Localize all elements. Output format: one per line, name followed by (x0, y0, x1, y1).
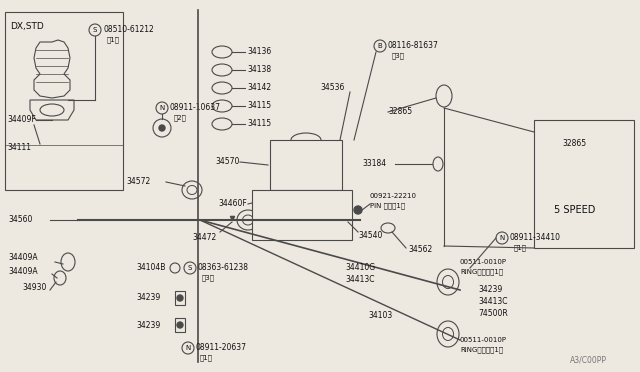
Text: 34413C: 34413C (478, 298, 508, 307)
Text: （2）: （2） (174, 115, 187, 121)
Text: 08510-61212: 08510-61212 (103, 26, 154, 35)
Text: 00921-22210: 00921-22210 (370, 193, 417, 199)
Text: 00511-0010P: 00511-0010P (460, 259, 507, 265)
Text: 34536: 34536 (320, 83, 344, 93)
Text: RINGリング（1）: RINGリング（1） (460, 269, 503, 275)
Text: 34239: 34239 (136, 321, 160, 330)
Text: 34103: 34103 (368, 311, 392, 321)
Text: 34409A: 34409A (8, 267, 38, 276)
Text: DX,STD: DX,STD (10, 22, 44, 31)
Text: N: N (186, 345, 191, 351)
Text: 34409A: 34409A (8, 253, 38, 263)
Text: 34136: 34136 (247, 48, 271, 57)
Text: 34138: 34138 (247, 65, 271, 74)
Text: RINGリング（1）: RINGリング（1） (460, 347, 503, 353)
Text: S: S (93, 27, 97, 33)
Circle shape (177, 322, 183, 328)
Circle shape (354, 206, 362, 214)
Text: 08116-81637: 08116-81637 (388, 42, 439, 51)
Text: S: S (188, 265, 192, 271)
Bar (534, 120, 634, 248)
Text: 32865: 32865 (388, 108, 412, 116)
Text: （1）: （1） (107, 37, 120, 43)
Text: 5 SPEED: 5 SPEED (554, 205, 595, 215)
Text: 32865: 32865 (562, 140, 586, 148)
Circle shape (177, 295, 183, 301)
Text: PIN ピン（1）: PIN ピン（1） (370, 203, 405, 209)
Circle shape (159, 125, 165, 131)
Bar (175, 291, 185, 305)
Text: 74500R: 74500R (478, 310, 508, 318)
Text: （1）: （1） (514, 245, 527, 251)
Text: 00511-0010P: 00511-0010P (460, 337, 507, 343)
Text: （1）: （1） (200, 355, 213, 361)
Text: （3）: （3） (202, 275, 215, 281)
Text: 34115: 34115 (247, 119, 271, 128)
Bar (252, 190, 352, 240)
Circle shape (170, 263, 180, 273)
Text: 34540: 34540 (358, 231, 382, 241)
Text: 34409F: 34409F (7, 115, 36, 125)
Text: N: N (159, 105, 164, 111)
Text: 34472: 34472 (192, 234, 216, 243)
Text: 08911-20637: 08911-20637 (196, 343, 247, 353)
Text: 34460F: 34460F (218, 199, 247, 208)
Text: 34560: 34560 (8, 215, 33, 224)
Text: 08911-10637: 08911-10637 (170, 103, 221, 112)
Text: 34111: 34111 (7, 144, 31, 153)
Text: 33184: 33184 (362, 160, 386, 169)
Text: 08911-34410: 08911-34410 (510, 234, 561, 243)
Text: N: N (499, 235, 504, 241)
Text: 34410G: 34410G (345, 263, 375, 273)
Text: 34930: 34930 (22, 283, 46, 292)
Text: B: B (378, 43, 382, 49)
Text: 34142: 34142 (247, 83, 271, 93)
Bar (5, 12, 123, 190)
Text: A3/C00PP: A3/C00PP (570, 356, 607, 365)
Text: 34572: 34572 (126, 177, 150, 186)
Text: 34239: 34239 (478, 285, 502, 295)
Text: 34104B: 34104B (136, 263, 165, 273)
Bar (270, 140, 342, 190)
Text: 34115: 34115 (247, 102, 271, 110)
Text: 34562: 34562 (408, 246, 432, 254)
Text: 34239: 34239 (136, 294, 160, 302)
Text: 34570: 34570 (215, 157, 239, 167)
Text: 34413C: 34413C (345, 276, 374, 285)
Text: （3）: （3） (392, 53, 405, 59)
Bar (175, 318, 185, 332)
Text: 08363-61238: 08363-61238 (198, 263, 249, 273)
